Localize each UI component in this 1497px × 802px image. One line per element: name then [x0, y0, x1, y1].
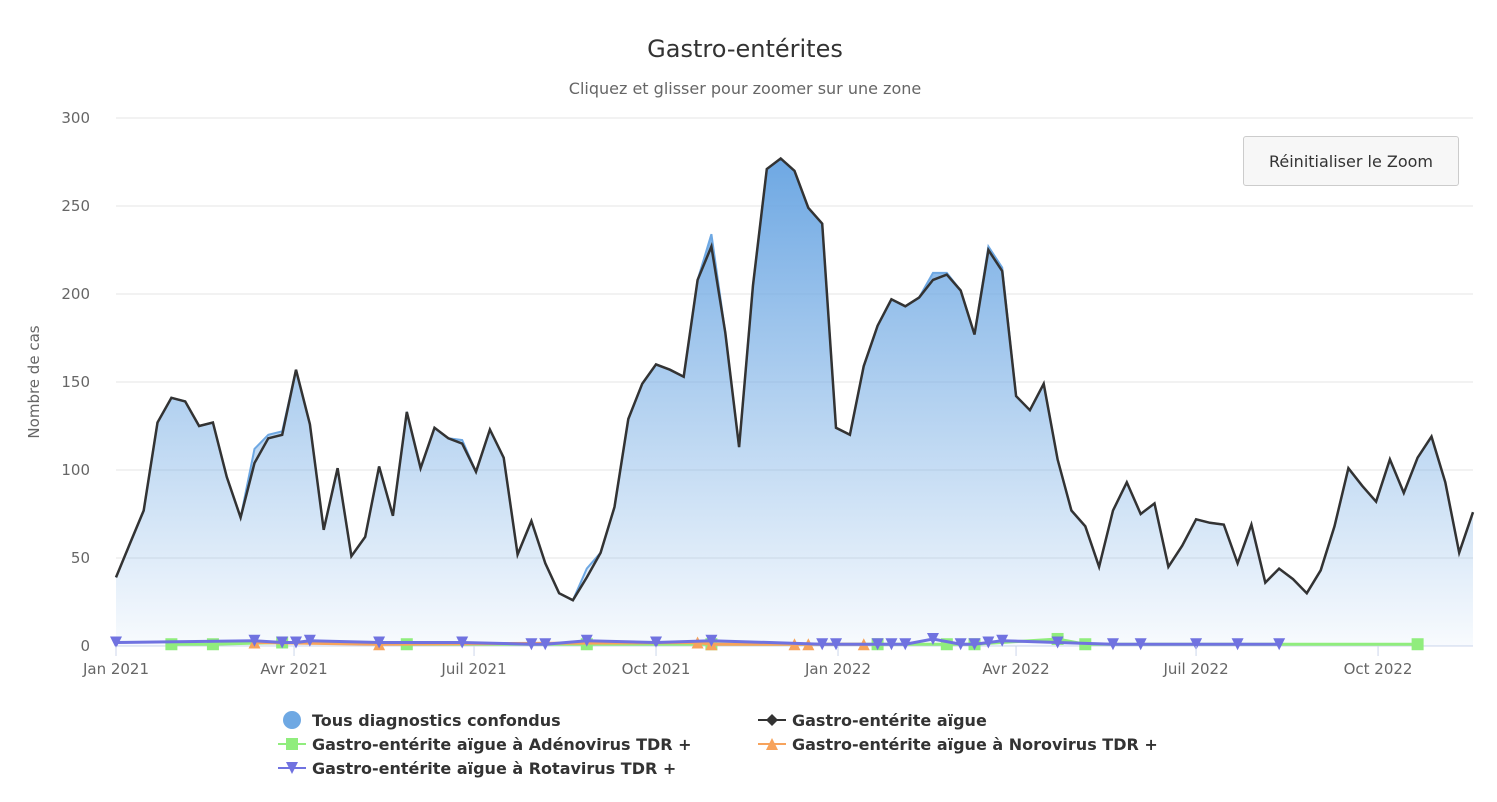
data-point	[899, 638, 912, 651]
data-point	[996, 634, 1009, 647]
chart-subtitle: Cliquez et glisser pour zoomer sur une z…	[569, 79, 921, 98]
legend-item[interactable]: Gastro-entérite aïgue à Rotavirus TDR +	[278, 759, 676, 778]
data-point	[248, 634, 261, 647]
data-point	[290, 636, 303, 649]
data-point	[1106, 638, 1119, 651]
series-line	[115, 637, 1280, 646]
data-point	[165, 638, 178, 651]
legend-symbol	[286, 762, 298, 774]
y-tick-label: 50	[71, 549, 90, 567]
data-point	[110, 636, 122, 649]
data-point	[1411, 638, 1424, 651]
data-point	[539, 638, 552, 651]
x-tick-label: Juil 2022	[1162, 660, 1228, 678]
series-1	[114, 156, 1475, 602]
legend-label: Gastro-entérite aïgue à Norovirus TDR +	[792, 735, 1158, 754]
data-point	[705, 634, 718, 647]
legend-symbol	[286, 738, 298, 750]
legend-item[interactable]: Tous diagnostics confondus	[283, 711, 561, 730]
legend-label: Tous diagnostics confondus	[312, 711, 561, 730]
data-point	[373, 636, 386, 649]
data-point	[276, 636, 289, 649]
reset-zoom-button[interactable]: Réinitialiser le Zoom	[1243, 136, 1459, 186]
legend-item[interactable]: Gastro-entérite aïgue	[758, 711, 987, 730]
legend-item[interactable]: Gastro-entérite aïgue à Adénovirus TDR +	[278, 735, 692, 754]
series-line	[114, 156, 1475, 602]
data-point	[1134, 638, 1147, 651]
x-tick-label: Avr 2021	[260, 660, 327, 678]
y-axis-label: Nombre de cas	[25, 325, 43, 438]
x-tick-label: Juil 2021	[440, 660, 506, 678]
x-tick-label: Oct 2022	[1344, 660, 1413, 678]
legend-label: Gastro-entérite aïgue à Rotavirus TDR +	[312, 759, 676, 778]
data-point	[871, 638, 884, 651]
y-tick-label: 0	[80, 637, 90, 655]
y-tick-label: 100	[61, 461, 90, 479]
data-point	[456, 636, 469, 649]
y-tick-label: 250	[61, 197, 90, 215]
data-point	[885, 638, 898, 651]
y-tick-label: 150	[61, 373, 90, 391]
data-point	[954, 638, 967, 651]
data-point	[1051, 636, 1064, 649]
legend-symbol	[766, 714, 778, 726]
data-point	[1273, 638, 1286, 651]
legend-item[interactable]: Gastro-entérite aïgue à Norovirus TDR +	[758, 735, 1158, 754]
chart-title: Gastro-entérites	[647, 35, 843, 63]
data-point	[816, 638, 829, 651]
data-point	[525, 638, 538, 651]
data-point	[303, 634, 316, 647]
legend-symbol	[283, 711, 301, 729]
data-point	[650, 636, 663, 649]
area-fill	[116, 158, 1473, 646]
data-point	[830, 638, 843, 651]
data-point	[982, 636, 995, 649]
x-tick-label: Jan 2022	[804, 660, 871, 678]
y-tick-label: 300	[61, 109, 90, 127]
legend-symbol	[766, 738, 778, 750]
x-tick-label: Oct 2021	[622, 660, 691, 678]
x-tick-label: Jan 2021	[82, 660, 149, 678]
legend-label: Gastro-entérite aïgue à Adénovirus TDR +	[312, 735, 692, 754]
data-point	[968, 638, 981, 651]
x-tick-label: Avr 2022	[982, 660, 1049, 678]
data-point	[580, 634, 593, 647]
y-tick-label: 200	[61, 285, 90, 303]
data-point	[1190, 638, 1203, 651]
data-point	[1231, 638, 1244, 651]
legend-label: Gastro-entérite aïgue	[792, 711, 987, 730]
data-point	[926, 632, 939, 645]
series-0	[115, 157, 1474, 646]
series-4	[110, 632, 1286, 651]
